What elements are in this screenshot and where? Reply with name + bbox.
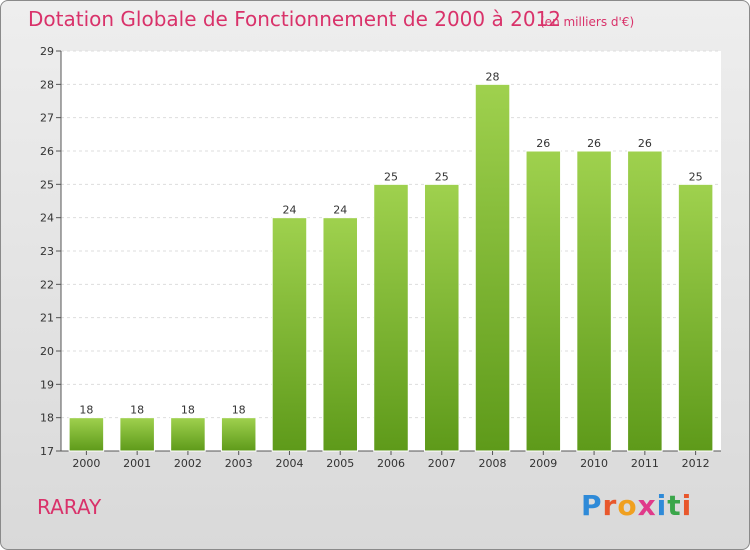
data-label: 26 <box>536 137 550 150</box>
y-tick-label: 21 <box>40 312 54 325</box>
bar <box>424 183 460 452</box>
y-tick-label: 28 <box>40 78 54 91</box>
y-tick-label: 18 <box>40 412 54 425</box>
bar <box>373 183 409 452</box>
proxiti-logo[interactable]: Proxiti <box>581 489 692 522</box>
bar <box>677 183 714 452</box>
data-label: 25 <box>384 170 398 183</box>
logo-letter: t <box>667 489 682 522</box>
y-tick-label: 29 <box>40 45 54 58</box>
data-label: 18 <box>79 404 93 417</box>
logo-letter: x <box>637 489 657 522</box>
bar <box>525 150 562 452</box>
data-label: 26 <box>638 137 652 150</box>
y-tick-label: 27 <box>40 112 54 125</box>
y-tick-label: 19 <box>40 378 54 391</box>
x-tick-label: 2003 <box>225 457 253 470</box>
x-tick-label: 2001 <box>123 457 151 470</box>
commune-name: RARAY <box>37 495 102 519</box>
bar <box>474 83 511 452</box>
bar <box>627 150 663 452</box>
bar <box>271 217 308 452</box>
y-tick-label: 25 <box>40 178 54 191</box>
x-tick-label: 2000 <box>72 457 100 470</box>
x-tick-label: 2010 <box>580 457 608 470</box>
x-tick-label: 2009 <box>529 457 557 470</box>
x-tick-label: 2005 <box>326 457 354 470</box>
logo-letter: i <box>656 489 668 522</box>
data-label: 25 <box>435 170 449 183</box>
data-label: 24 <box>282 204 296 217</box>
x-tick-label: 2002 <box>174 457 202 470</box>
bar <box>322 217 358 452</box>
y-tick-label: 20 <box>40 345 54 358</box>
x-tick-label: 2004 <box>275 457 303 470</box>
logo-letter: r <box>602 489 618 522</box>
x-tick-label: 2012 <box>682 457 710 470</box>
y-tick-label: 22 <box>40 278 54 291</box>
logo-letter: P <box>581 489 603 522</box>
x-tick-label: 2007 <box>428 457 456 470</box>
data-label: 28 <box>486 70 500 83</box>
logo-letter: i <box>681 489 693 522</box>
y-tick-label: 26 <box>40 145 54 158</box>
chart-subtitle: (en milliers d'€) <box>540 15 635 29</box>
bar <box>576 150 612 452</box>
bar <box>68 417 105 452</box>
data-label: 18 <box>181 404 195 417</box>
y-tick-label: 24 <box>40 212 54 225</box>
bar <box>220 417 257 452</box>
data-label: 18 <box>130 404 144 417</box>
x-tick-label: 2008 <box>479 457 507 470</box>
y-tick-label: 23 <box>40 245 54 258</box>
logo-letter: o <box>617 489 638 522</box>
y-tick-label: 17 <box>40 445 54 458</box>
data-label: 26 <box>587 137 601 150</box>
bar <box>119 417 155 452</box>
chart-title: Dotation Globale de Fonctionnement de 20… <box>28 7 561 31</box>
data-label: 18 <box>232 404 246 417</box>
x-tick-label: 2006 <box>377 457 405 470</box>
data-label: 25 <box>689 170 703 183</box>
bar <box>170 417 206 452</box>
x-tick-label: 2011 <box>631 457 659 470</box>
data-label: 24 <box>333 204 347 217</box>
